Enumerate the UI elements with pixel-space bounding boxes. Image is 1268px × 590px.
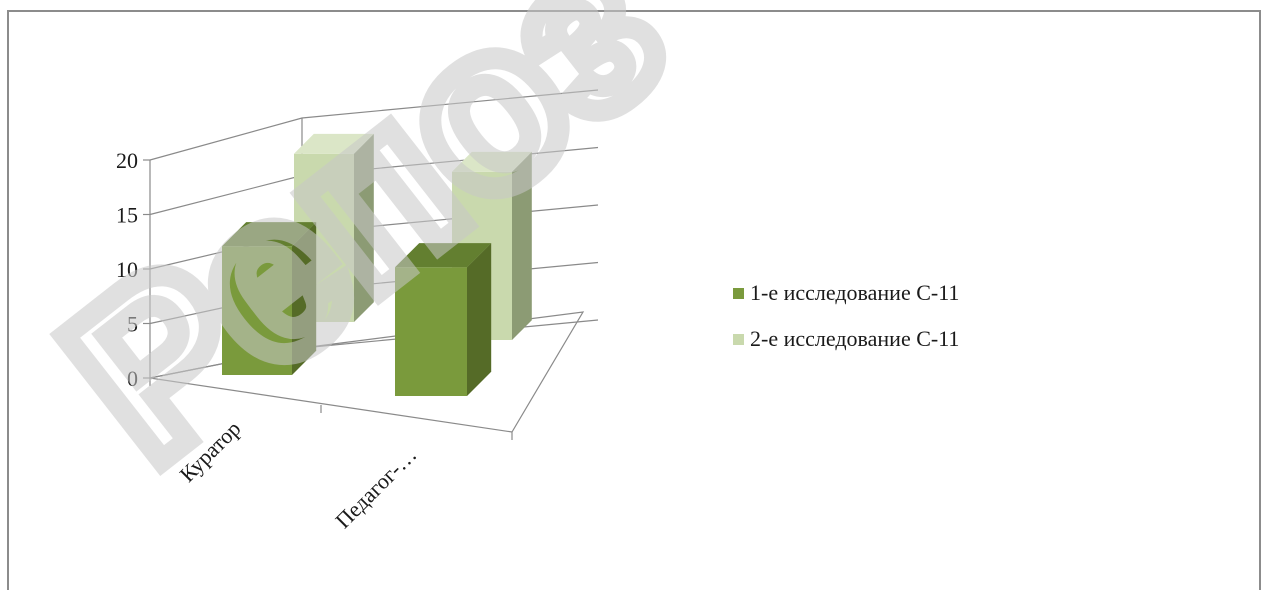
bar-side xyxy=(292,222,317,375)
y-axis: 0 5 10 15 20 xyxy=(116,148,138,391)
legend-swatch xyxy=(733,334,744,345)
bar-front xyxy=(222,246,292,375)
legend-label: 2-е исследование С-11 xyxy=(750,326,959,351)
bar-side xyxy=(354,133,374,322)
bar xyxy=(395,243,492,396)
bars xyxy=(222,133,532,396)
bar-top xyxy=(395,243,492,268)
y-tick-label: 15 xyxy=(116,203,138,228)
chart-frame xyxy=(7,10,1261,590)
legend-label: 1-е исследование С-11 xyxy=(750,280,959,305)
bar-top xyxy=(294,133,374,154)
y-tick-label: 10 xyxy=(116,257,138,282)
y-tick-label: 0 xyxy=(127,366,138,391)
bar-top xyxy=(222,222,317,247)
watermark-text: Репоз xyxy=(22,0,705,509)
bar-side xyxy=(512,151,532,340)
watermark: Репоз xyxy=(11,0,716,520)
legend-swatch xyxy=(733,288,744,299)
bar-top xyxy=(452,151,532,172)
y-tick-label: 5 xyxy=(127,312,138,337)
legend: 1-е исследование С-11 2-е исследование С-… xyxy=(733,280,959,351)
bar-side xyxy=(467,243,492,396)
category-label: Педагог-… xyxy=(330,442,421,533)
bar xyxy=(222,222,317,375)
y-tick-label: 20 xyxy=(116,148,138,173)
bar-front xyxy=(395,267,467,396)
